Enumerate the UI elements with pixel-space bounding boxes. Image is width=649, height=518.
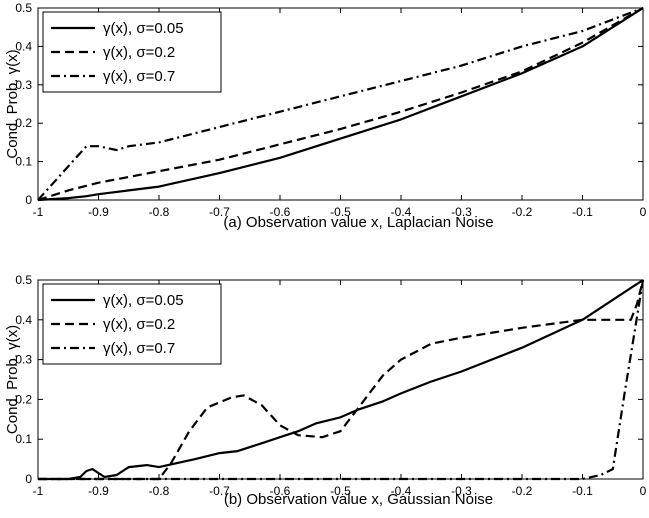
x-tick-label: -0.5 [330, 205, 351, 219]
x-tick-label: -0.2 [512, 205, 533, 219]
y-tick-label: 0.2 [15, 392, 32, 406]
y-tick-label: 0.4 [15, 39, 32, 53]
series-line-3 [37, 6, 644, 201]
y-tick-label: 0 [25, 472, 32, 486]
series-line-1 [37, 7, 644, 202]
y-tick-label: 0.5 [15, 273, 32, 287]
legend-label-2: γ(x), σ=0.2 [103, 316, 175, 333]
x-tick-label: -0.8 [149, 484, 170, 498]
x-tick-label: -0.6 [270, 205, 291, 219]
legend-label-3: γ(x), σ=0.7 [103, 68, 175, 85]
x-tick-label: -0.3 [451, 484, 472, 498]
x-tick-label: -0.4 [391, 484, 412, 498]
y-tick-label: 0.3 [15, 78, 32, 92]
x-tick-label: -0.1 [572, 205, 593, 219]
y-tick-label: 0 [25, 193, 32, 207]
y-tick-label: 0.2 [15, 116, 32, 130]
y-axis-label: Cond. Prob. γ(x) [4, 325, 21, 434]
x-tick-label: -0.6 [270, 484, 291, 498]
legend-label-1: γ(x), σ=0.05 [103, 20, 184, 37]
x-tick-label: -0.3 [451, 205, 472, 219]
legend-label-1: γ(x), σ=0.05 [103, 292, 184, 309]
x-tick-label: -0.9 [88, 205, 109, 219]
x-tick-label: -0.1 [572, 484, 593, 498]
y-tick-label: 0.4 [15, 313, 32, 327]
legend-label-2: γ(x), σ=0.2 [103, 44, 175, 61]
x-axis-label: (a) Observation value x, Laplacian Noise [223, 214, 493, 231]
x-tick-label: -1 [33, 484, 44, 498]
series-line-1 [38, 279, 644, 481]
legend-label-3: γ(x), σ=0.7 [103, 340, 175, 357]
x-tick-label: -0.7 [209, 205, 230, 219]
x-tick-label: -1 [33, 205, 44, 219]
x-tick-label: -0.4 [391, 205, 412, 219]
x-tick-label: 0 [640, 484, 647, 498]
y-tick-label: 0.3 [15, 353, 32, 367]
y-tick-label: 0.1 [15, 432, 32, 446]
x-tick-label: 0 [640, 205, 647, 219]
x-tick-label: -0.7 [209, 484, 230, 498]
x-tick-label: -0.8 [149, 205, 170, 219]
series-line-2 [37, 7, 644, 202]
x-axis-label: (b) Observation value x, Gaussian Noise [224, 491, 493, 508]
y-axis-label: Cond. Prob. γ(x) [4, 49, 21, 158]
chart-panel-1: -1 -0.9 -0.8 -0.7 -0.6 -0.5 -0.4 -0.3 -0.2 -0.1 0 0… [4, 1, 647, 231]
series-line-2 [38, 279, 645, 481]
chart-panel-2: -1 -0.9 -0.8 -0.7 -0.6 -0.5 -0.4 -0.3 -0.2 -0.1 0 0… [4, 273, 647, 508]
x-tick-label: -0.2 [512, 484, 533, 498]
x-tick-label: -0.9 [88, 484, 109, 498]
x-tick-label: -0.5 [330, 484, 351, 498]
y-tick-label: 0.1 [15, 155, 32, 169]
y-tick-label: 0.5 [15, 1, 32, 15]
